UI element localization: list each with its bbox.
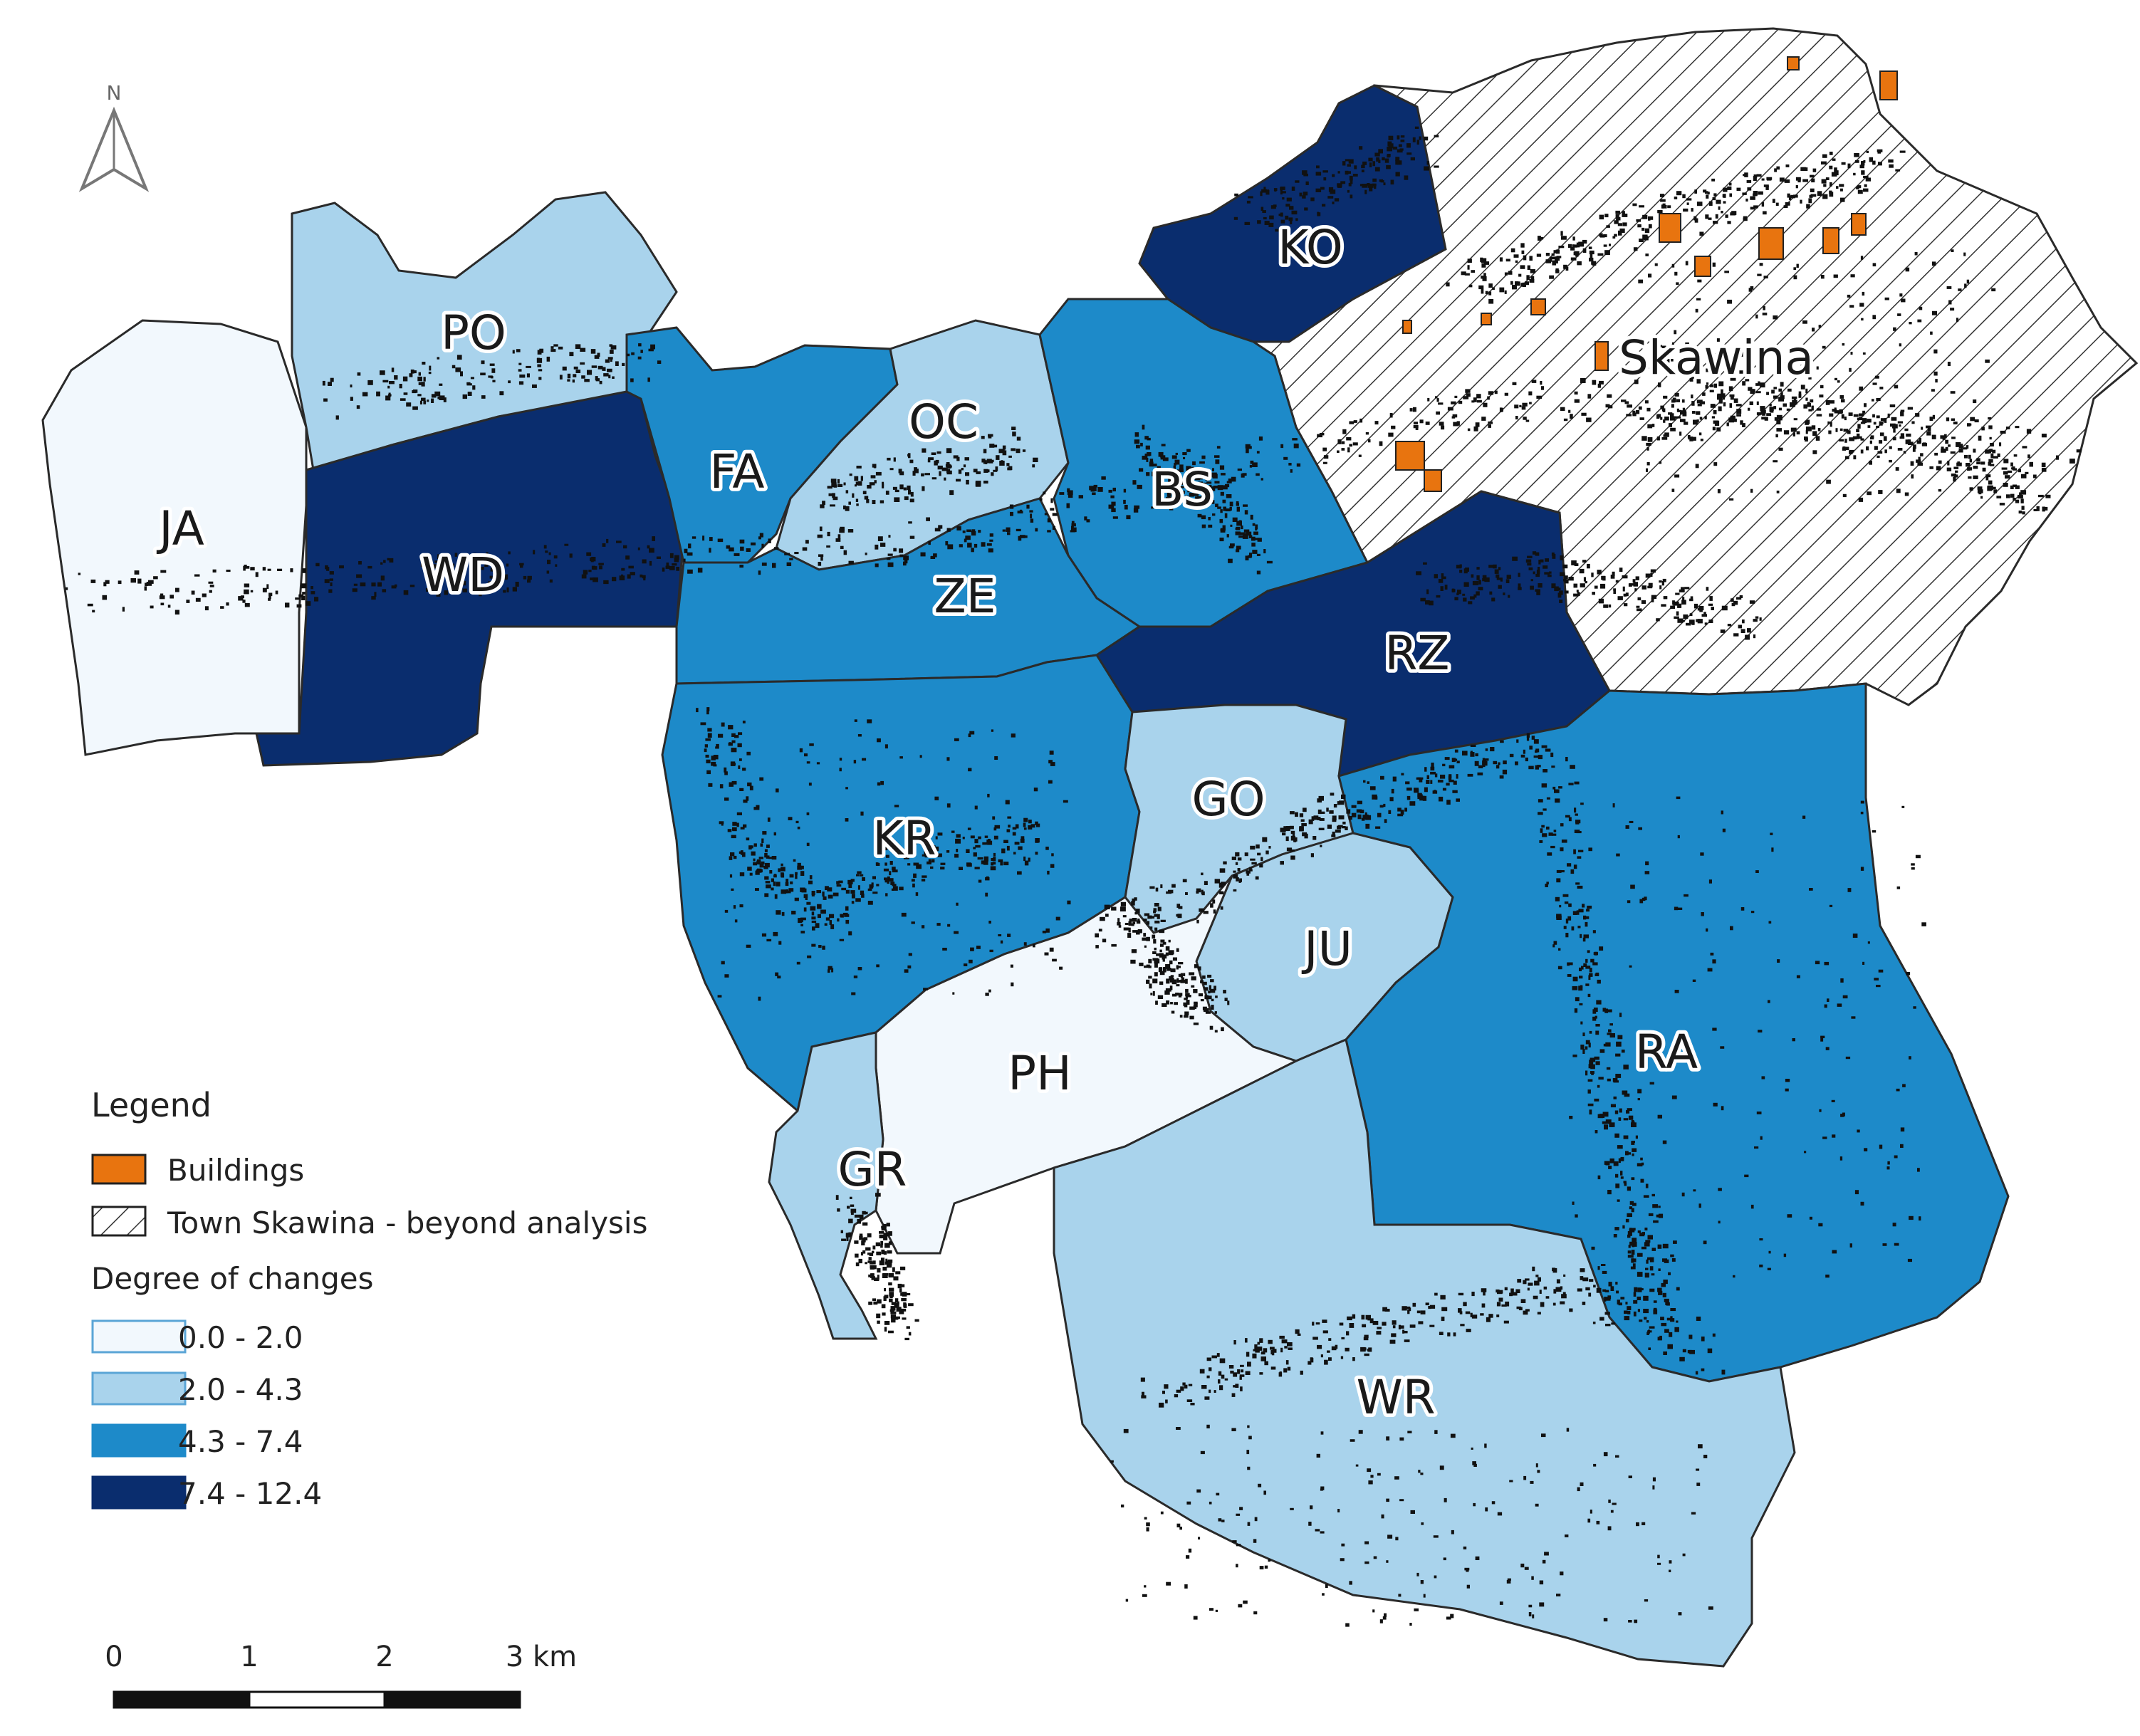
region-label-ja: JA — [156, 501, 204, 556]
region-label-bs: BS — [1152, 462, 1213, 517]
legend-swatch-buildings — [91, 1154, 147, 1185]
north-arrow: N — [78, 81, 150, 192]
legend-degree-title: Degree of changes — [91, 1261, 374, 1296]
buildings-layer — [1395, 56, 1898, 492]
region-label-ra: RA — [1635, 1025, 1698, 1079]
north-label: N — [107, 81, 122, 105]
settlement-dots — [65, 126, 2082, 1627]
region-label-wr: WR — [1356, 1370, 1435, 1425]
region-label-po: PO — [441, 305, 506, 360]
legend-swatch-town — [91, 1206, 147, 1237]
region-wr[interactable] — [1053, 1037, 1796, 1668]
legend-label-class-1: 0.0 - 2.0 — [178, 1320, 303, 1355]
legend-swatch-class-1 — [91, 1319, 187, 1354]
scale-tick-3: 3 km — [506, 1641, 577, 1673]
legend-swatch-class-4 — [91, 1475, 187, 1510]
legend-label-class-4: 7.4 - 12.4 — [178, 1476, 322, 1511]
legend-swatch-class-2 — [91, 1371, 187, 1406]
legend: Legend Buildings Town Skawina - beyond a… — [91, 1086, 647, 1511]
legend-title: Legend — [91, 1086, 212, 1124]
region-label-ju: JU — [1301, 921, 1352, 976]
legend-label-buildings: Buildings — [167, 1153, 304, 1188]
region-label-gr: GR — [837, 1142, 907, 1197]
scale-tick-1: 1 — [240, 1641, 258, 1673]
region-ra[interactable] — [1337, 682, 2010, 1383]
scale-bar: 0 1 2 3 km — [105, 1641, 577, 1709]
scale-tick-0: 0 — [105, 1641, 122, 1673]
region-label-ze: ZE — [934, 569, 996, 624]
region-label-fa: FA — [709, 444, 764, 499]
region-label-go: GO — [1191, 772, 1265, 827]
legend-swatch-class-3 — [91, 1423, 187, 1458]
region-labels: JA PO WD FA OC BS KO ZE RZ KR GO JU PH G… — [152, 216, 1817, 1428]
region-label-oc: OC — [909, 394, 978, 449]
legend-label-class-3: 4.3 - 7.4 — [178, 1424, 303, 1459]
scale-tick-2: 2 — [375, 1641, 393, 1673]
region-label-wd: WD — [422, 548, 504, 602]
region-label-ph: PH — [1008, 1046, 1071, 1101]
legend-label-town: Town Skawina - beyond analysis — [167, 1206, 647, 1240]
region-label-kr: KR — [872, 811, 936, 866]
region-label-ko: KO — [1278, 220, 1343, 275]
region-label-rz: RZ — [1384, 626, 1449, 681]
region-gr[interactable] — [768, 1031, 884, 1340]
legend-label-class-2: 2.0 - 4.3 — [178, 1372, 303, 1407]
region-wd[interactable] — [255, 390, 685, 767]
town-label-skawina: Skawina — [1619, 330, 1814, 385]
